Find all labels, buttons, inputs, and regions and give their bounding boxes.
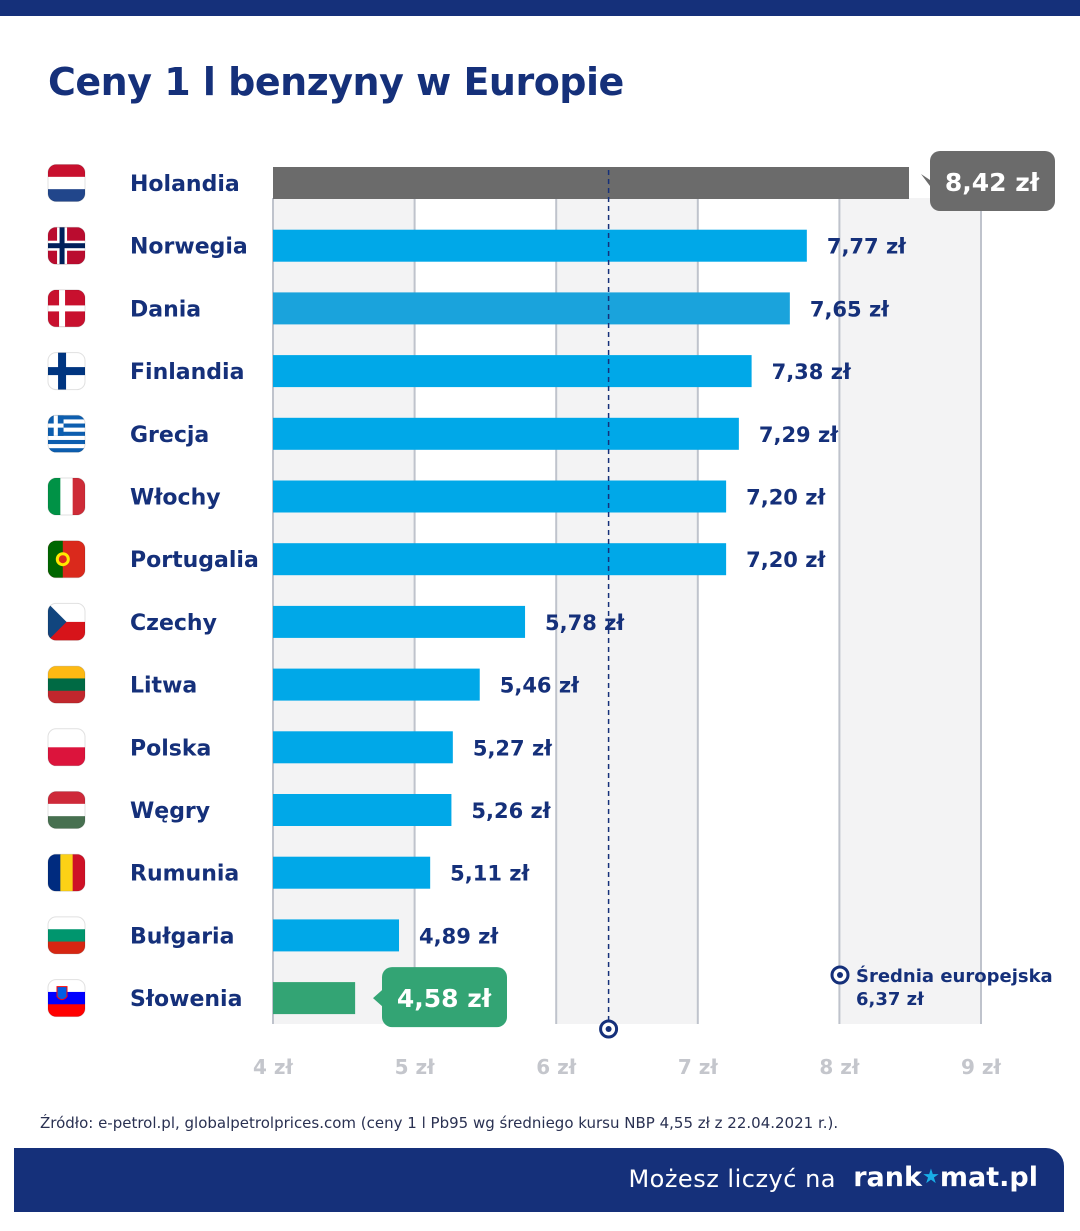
flag-it-icon: [47, 477, 86, 516]
footer-tagline: Możesz liczyć na: [628, 1165, 836, 1193]
star-icon: ★: [921, 1164, 940, 1188]
value-label: 7,77 zł: [827, 235, 907, 259]
callout-box: [382, 967, 507, 1028]
category-label: Grecja: [130, 423, 209, 448]
brand-text-start: rank: [853, 1162, 922, 1193]
category-label: Holandia: [130, 172, 240, 197]
bar-chart: 4 zł 5 zł 6 zł 7 zł 8 zł 9 zł Średnia europejs…: [47, 151, 1055, 1079]
value-label: 5,46 zł: [500, 674, 580, 698]
bar: [273, 229, 807, 262]
value-label: 5,27 zł: [473, 736, 553, 760]
value-label: 5,78 zł: [545, 611, 625, 635]
value-label: 7,20 zł: [746, 548, 826, 572]
category-label: Węgry: [130, 799, 210, 824]
value-label: 7,38 zł: [772, 360, 852, 384]
flag-nl-icon: [47, 164, 86, 202]
flag-lt-icon: [47, 665, 86, 704]
flag-ro-icon: [47, 853, 86, 892]
brand-text-end: mat.pl: [939, 1162, 1038, 1193]
value-label: 5,26 zł: [471, 799, 551, 823]
value-label: 4,89 zł: [419, 924, 499, 948]
x-tick-label: 4 zł: [253, 1055, 294, 1079]
bar: [273, 480, 727, 513]
bar: [273, 794, 452, 826]
average-legend-value: 6,37 zł: [856, 989, 925, 1010]
x-tick-label: 9 zł: [961, 1055, 1002, 1079]
average-marker-dot: [605, 1026, 612, 1032]
flag-no-icon: [47, 226, 86, 265]
category-label: Norwegia: [130, 235, 248, 260]
source-note: Źródło: e-petrol.pl, globalpetrolprices.…: [40, 1114, 839, 1132]
category-label: Rumunia: [130, 862, 239, 887]
value-label: 8,42 zł: [945, 168, 1040, 197]
flag-hu-icon: [47, 791, 86, 829]
bar: [273, 417, 739, 450]
bar: [273, 355, 752, 388]
flag-cz-icon: [47, 602, 86, 641]
flag-pt-icon: [47, 540, 86, 579]
bar: [273, 292, 790, 325]
x-tick-label: 8 zł: [819, 1055, 860, 1079]
brand-logo[interactable]: rank★mat.pl: [853, 1162, 1038, 1193]
callout-arrow: [373, 990, 382, 1007]
category-label: Polska: [130, 736, 211, 761]
bar: [273, 982, 356, 1015]
value-label: 7,29 zł: [759, 423, 839, 447]
flag-si-icon: [47, 979, 86, 1018]
value-label: 5,11 zł: [450, 862, 530, 886]
bar: [273, 668, 480, 701]
bar: [273, 919, 400, 952]
category-label: Słowenia: [130, 987, 242, 1012]
flag-bg-icon: [47, 916, 86, 955]
category-label: Portugalia: [130, 548, 259, 573]
bar: [273, 543, 727, 576]
bar: [273, 167, 909, 199]
category-label: Dania: [130, 297, 201, 322]
average-legend-label: Średnia europejska: [856, 965, 1053, 987]
category-label: Czechy: [130, 611, 217, 636]
bar: [273, 605, 526, 638]
top-strip: [0, 0, 1080, 16]
x-tick-label: 5 zł: [395, 1055, 436, 1079]
grid-band: [839, 198, 981, 1024]
value-label: 7,65 zł: [810, 297, 890, 321]
category-label: Włochy: [130, 486, 221, 511]
value-label: 4,58 zł: [397, 984, 492, 1013]
grid-band: [556, 198, 698, 1024]
value-label: 7,20 zł: [746, 486, 826, 510]
average-legend-dot: [837, 972, 843, 978]
x-tick-label: 6 zł: [536, 1055, 577, 1079]
callout-arrow: [921, 174, 930, 186]
category-label: Bułgaria: [130, 924, 234, 949]
flag-pl-icon: [47, 728, 86, 767]
footer-bar: Możesz liczyć na rank★mat.pl: [14, 1148, 1064, 1212]
flag-dk-icon: [47, 289, 86, 328]
callout-box: [930, 151, 1055, 211]
flag-fi-icon: [47, 352, 86, 391]
flag-gr-icon: [47, 414, 86, 453]
bar: [273, 731, 453, 764]
category-label: Litwa: [130, 674, 197, 699]
chart-title: Ceny 1 l benzyny w Europie: [48, 60, 624, 104]
category-label: Finlandia: [130, 360, 244, 385]
x-tick-label: 7 zł: [678, 1055, 719, 1079]
bar: [273, 856, 431, 889]
